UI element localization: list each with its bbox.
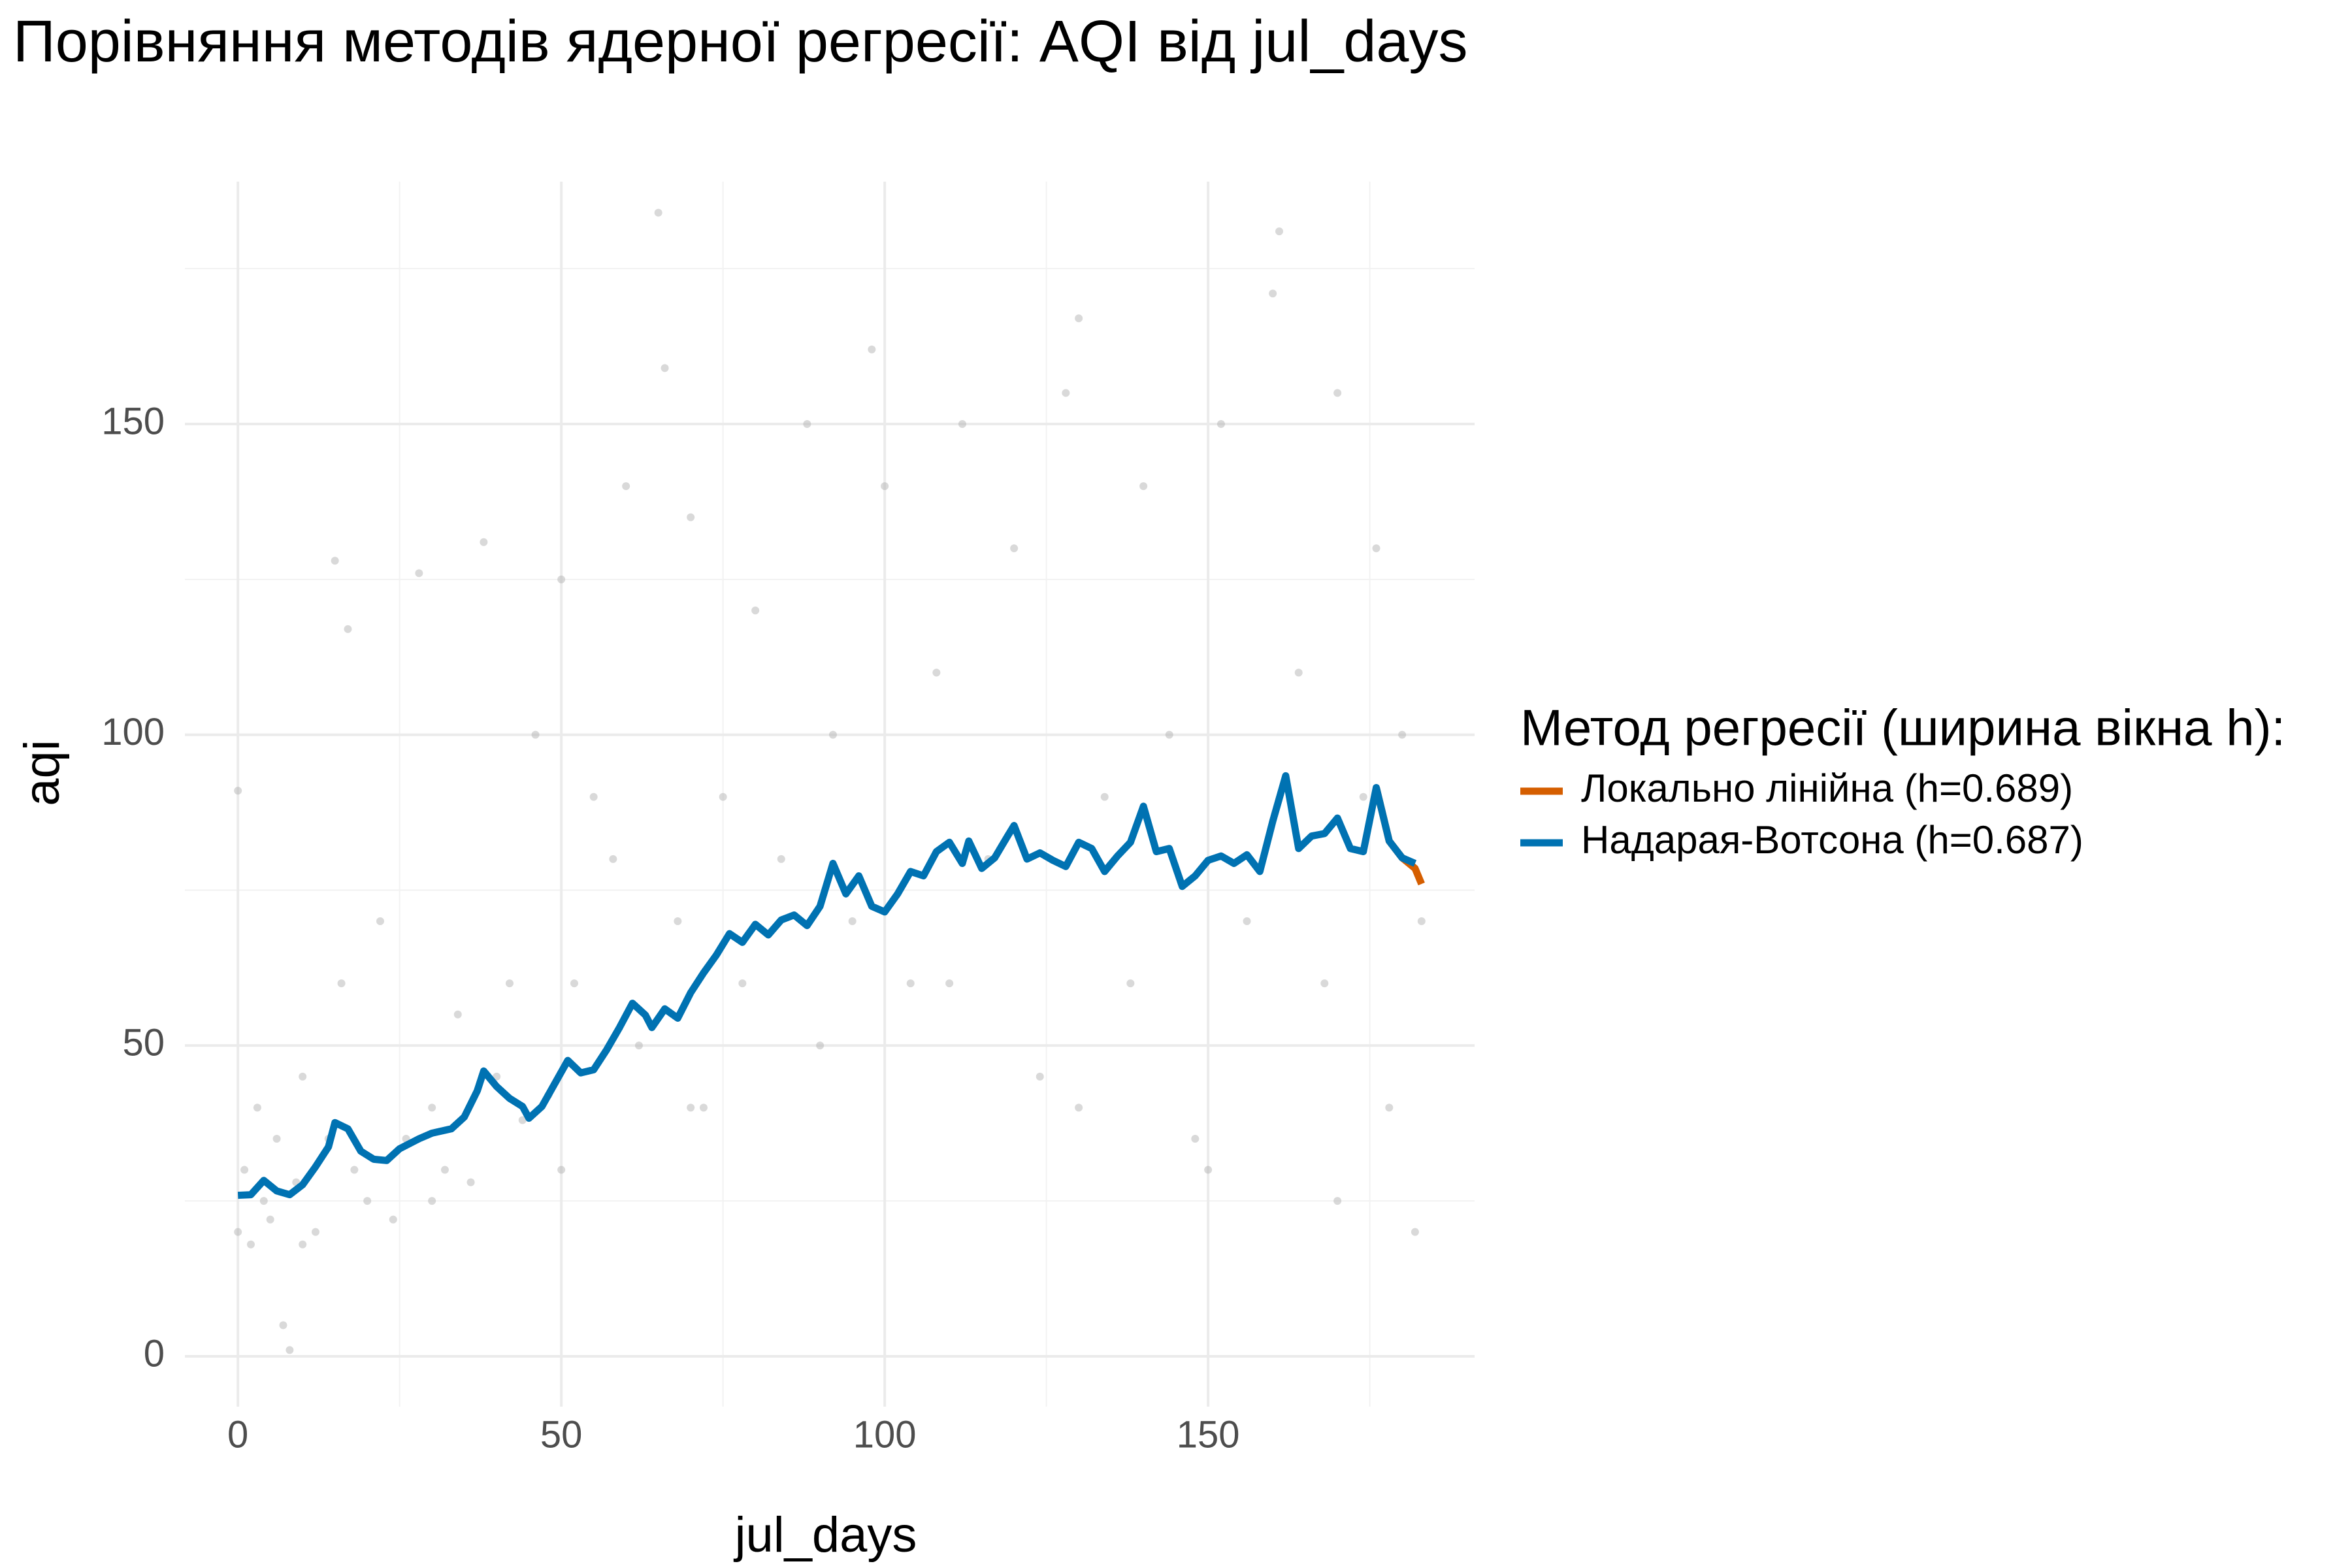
point [376, 917, 384, 926]
point [453, 1010, 462, 1019]
point [311, 1228, 319, 1236]
point [1075, 314, 1083, 323]
point [945, 979, 954, 988]
point [557, 575, 566, 583]
point [1062, 389, 1070, 397]
point [259, 1197, 268, 1205]
point [661, 364, 669, 372]
point [337, 979, 346, 988]
point [1294, 668, 1303, 677]
chart-title: Порівняння методів ядерної регресії: AQI… [13, 9, 1468, 74]
point [331, 557, 339, 565]
legend-title: Метод регресії (ширина вікна h): [1520, 699, 2285, 757]
x-tick-label: 100 [853, 1413, 917, 1456]
point [466, 1178, 475, 1186]
point [828, 730, 837, 739]
point [674, 917, 682, 926]
point [234, 1228, 242, 1236]
point [286, 1346, 294, 1354]
point [272, 1134, 281, 1143]
legend-label: Надарая-Вотсона (h=0.687) [1581, 818, 2083, 862]
regression-line [237, 772, 1417, 1200]
point [299, 1240, 307, 1249]
point [609, 855, 617, 863]
x-tick-label: 150 [1177, 1413, 1240, 1456]
point [816, 1041, 825, 1050]
y-tick-label: 150 [101, 400, 165, 442]
point [1100, 792, 1109, 801]
legend-label: Локально лінійна (h=0.689) [1581, 766, 2073, 810]
point [687, 513, 695, 521]
point [389, 1215, 397, 1224]
point [654, 208, 662, 217]
point [557, 1166, 566, 1174]
point [299, 1072, 307, 1081]
point [1191, 1134, 1200, 1143]
y-axis-label: aqi [14, 740, 70, 806]
point [1385, 1103, 1394, 1112]
point [803, 420, 811, 429]
point [777, 855, 785, 863]
point [234, 787, 242, 795]
x-tick-label: 50 [540, 1413, 583, 1456]
point [440, 1166, 449, 1174]
point [266, 1215, 274, 1224]
point [848, 917, 857, 926]
y-tick-label: 100 [101, 711, 165, 753]
point [253, 1103, 261, 1112]
point [1165, 730, 1173, 739]
point [1204, 1166, 1213, 1174]
point [428, 1197, 436, 1205]
point [493, 1072, 501, 1081]
point [428, 1103, 436, 1112]
point [1126, 979, 1135, 988]
point [958, 420, 966, 429]
point [751, 606, 760, 615]
point [1372, 544, 1380, 553]
point [1036, 1072, 1044, 1081]
point [1333, 1197, 1342, 1205]
point [1010, 544, 1019, 553]
point [279, 1321, 287, 1330]
point [868, 345, 876, 353]
point [906, 979, 915, 988]
point [246, 1240, 255, 1249]
point [1275, 227, 1284, 236]
point [363, 1197, 372, 1205]
point [344, 625, 352, 633]
point [505, 979, 514, 988]
y-tick-label: 0 [144, 1332, 165, 1375]
point [1417, 917, 1426, 926]
point [719, 792, 727, 801]
point [1320, 979, 1329, 988]
point [1243, 917, 1251, 926]
point [1333, 389, 1342, 397]
point [1398, 730, 1407, 739]
point [1217, 420, 1225, 429]
point [480, 538, 488, 546]
point [531, 730, 540, 739]
point [932, 668, 941, 677]
point [350, 1166, 359, 1174]
point [881, 482, 889, 491]
point [687, 1103, 695, 1112]
point [622, 482, 630, 491]
point [240, 1166, 249, 1174]
point [570, 979, 578, 988]
point [1269, 289, 1277, 298]
point [415, 569, 423, 578]
point [518, 1116, 527, 1124]
x-axis-label: jul_days [734, 1507, 917, 1563]
point [634, 1041, 643, 1050]
point [1075, 1103, 1083, 1112]
point [1359, 792, 1367, 801]
x-tick-label: 0 [227, 1413, 248, 1456]
point [589, 792, 598, 801]
point [1139, 482, 1148, 491]
point [738, 979, 747, 988]
y-tick-label: 50 [122, 1022, 165, 1064]
point [699, 1103, 708, 1112]
point [1411, 1228, 1419, 1236]
